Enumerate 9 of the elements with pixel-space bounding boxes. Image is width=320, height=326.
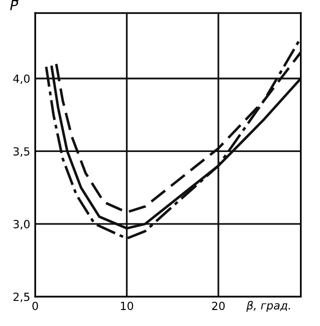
x-tick-label: 10 [120, 302, 134, 310]
y-tick-label: 2,5 [13, 292, 30, 302]
y-tick-label: 3,5 [14, 147, 30, 157]
x-tick-label: 0 [32, 302, 38, 310]
y-tick-label: 3,0 [14, 220, 30, 230]
y-axis-title: P̄ [10, 0, 19, 10]
x-axis-title: β, град. [246, 300, 290, 312]
y-tick-label: 4,0 [13, 74, 30, 84]
x-tick-label: 20 [212, 302, 225, 310]
